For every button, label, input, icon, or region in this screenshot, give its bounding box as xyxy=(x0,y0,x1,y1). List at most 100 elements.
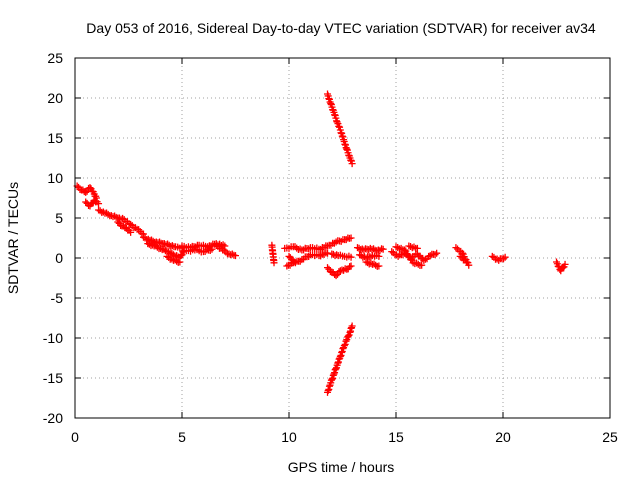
data-point xyxy=(179,248,187,256)
data-point xyxy=(156,238,164,246)
data-point xyxy=(104,210,112,218)
data-point xyxy=(149,241,157,249)
data-point xyxy=(342,236,350,244)
data-point xyxy=(347,253,355,261)
x-tick-label: 20 xyxy=(495,429,511,445)
data-point xyxy=(347,156,355,164)
data-point xyxy=(463,258,471,266)
data-points xyxy=(73,90,569,396)
data-point xyxy=(418,261,426,269)
x-tick-label: 10 xyxy=(281,429,297,445)
data-point xyxy=(176,258,184,266)
data-point xyxy=(414,260,422,268)
data-point xyxy=(401,246,409,254)
data-point xyxy=(348,322,356,330)
x-tick-label: 15 xyxy=(388,429,404,445)
y-tick-label: 0 xyxy=(55,250,63,266)
data-point xyxy=(388,248,396,256)
data-point xyxy=(212,241,220,249)
data-point xyxy=(324,264,332,272)
y-tick-label: -15 xyxy=(43,370,63,386)
data-point xyxy=(375,262,383,270)
data-point xyxy=(333,118,341,126)
data-point xyxy=(410,243,418,251)
data-point xyxy=(344,332,352,340)
y-tick-label: 20 xyxy=(47,90,63,106)
data-point xyxy=(337,237,345,245)
data-point xyxy=(501,253,509,261)
y-axis-ticks: -20 -15 -10 -5 0 5 10 15 20 25 xyxy=(43,50,610,426)
data-point xyxy=(300,246,308,254)
y-axis-label: SDTVAR / TECUs xyxy=(5,182,21,294)
plot-frame xyxy=(74,57,611,419)
data-point xyxy=(96,207,104,215)
data-point xyxy=(335,122,343,130)
data-point xyxy=(420,256,428,264)
data-point xyxy=(86,184,94,192)
data-point xyxy=(495,256,503,264)
data-point xyxy=(394,252,402,260)
data-point xyxy=(340,342,348,350)
data-point xyxy=(335,268,343,276)
y-tick-label: 10 xyxy=(47,170,63,186)
data-point xyxy=(426,252,434,260)
data-point xyxy=(452,244,460,252)
data-point xyxy=(270,259,278,267)
data-point xyxy=(153,243,161,251)
data-point xyxy=(168,242,176,250)
y-tick-label: 15 xyxy=(47,130,63,146)
y-tick-label: 5 xyxy=(55,210,63,226)
data-point xyxy=(168,255,176,263)
data-point xyxy=(320,251,328,259)
data-point xyxy=(145,240,153,248)
data-point xyxy=(127,220,135,228)
data-point xyxy=(177,252,185,260)
data-point xyxy=(161,247,169,255)
data-point xyxy=(305,245,313,253)
data-point xyxy=(500,255,508,263)
data-point xyxy=(340,266,348,274)
x-tick-label: 0 xyxy=(71,429,79,445)
y-tick-label: -5 xyxy=(51,290,64,306)
data-point xyxy=(342,337,350,345)
data-point xyxy=(127,228,135,236)
data-point xyxy=(346,263,354,271)
data-point xyxy=(456,252,464,260)
data-point xyxy=(348,160,356,168)
grid xyxy=(75,58,610,418)
data-point xyxy=(372,261,380,269)
data-point xyxy=(347,262,355,270)
data-point xyxy=(341,340,349,348)
data-point xyxy=(347,234,355,242)
data-point xyxy=(561,260,569,268)
data-point xyxy=(173,257,181,265)
data-point xyxy=(95,200,103,208)
data-point xyxy=(433,249,441,257)
data-point xyxy=(375,252,383,260)
data-point xyxy=(157,244,165,252)
y-tick-label: -10 xyxy=(43,330,63,346)
data-point xyxy=(376,246,384,254)
data-point xyxy=(413,244,421,252)
y-tick-label: 25 xyxy=(47,50,63,66)
data-point xyxy=(99,208,107,216)
data-point xyxy=(289,259,297,267)
data-point xyxy=(232,252,239,260)
x-axis-ticks: 0 5 10 15 20 25 xyxy=(71,58,618,445)
data-point xyxy=(119,214,127,222)
chart-title: Day 053 of 2016, Sidereal Day-to-day VTE… xyxy=(86,20,596,36)
data-point xyxy=(228,250,236,258)
data-point xyxy=(355,244,363,252)
data-point xyxy=(324,249,332,257)
data-point xyxy=(332,272,340,280)
x-tick-label: 5 xyxy=(178,429,186,445)
data-point xyxy=(357,252,365,260)
data-point xyxy=(367,253,375,261)
data-point xyxy=(283,262,291,270)
x-tick-label: 25 xyxy=(602,429,618,445)
data-point xyxy=(379,245,387,253)
data-point xyxy=(208,245,216,253)
data-point xyxy=(141,234,149,242)
data-point xyxy=(82,188,90,196)
